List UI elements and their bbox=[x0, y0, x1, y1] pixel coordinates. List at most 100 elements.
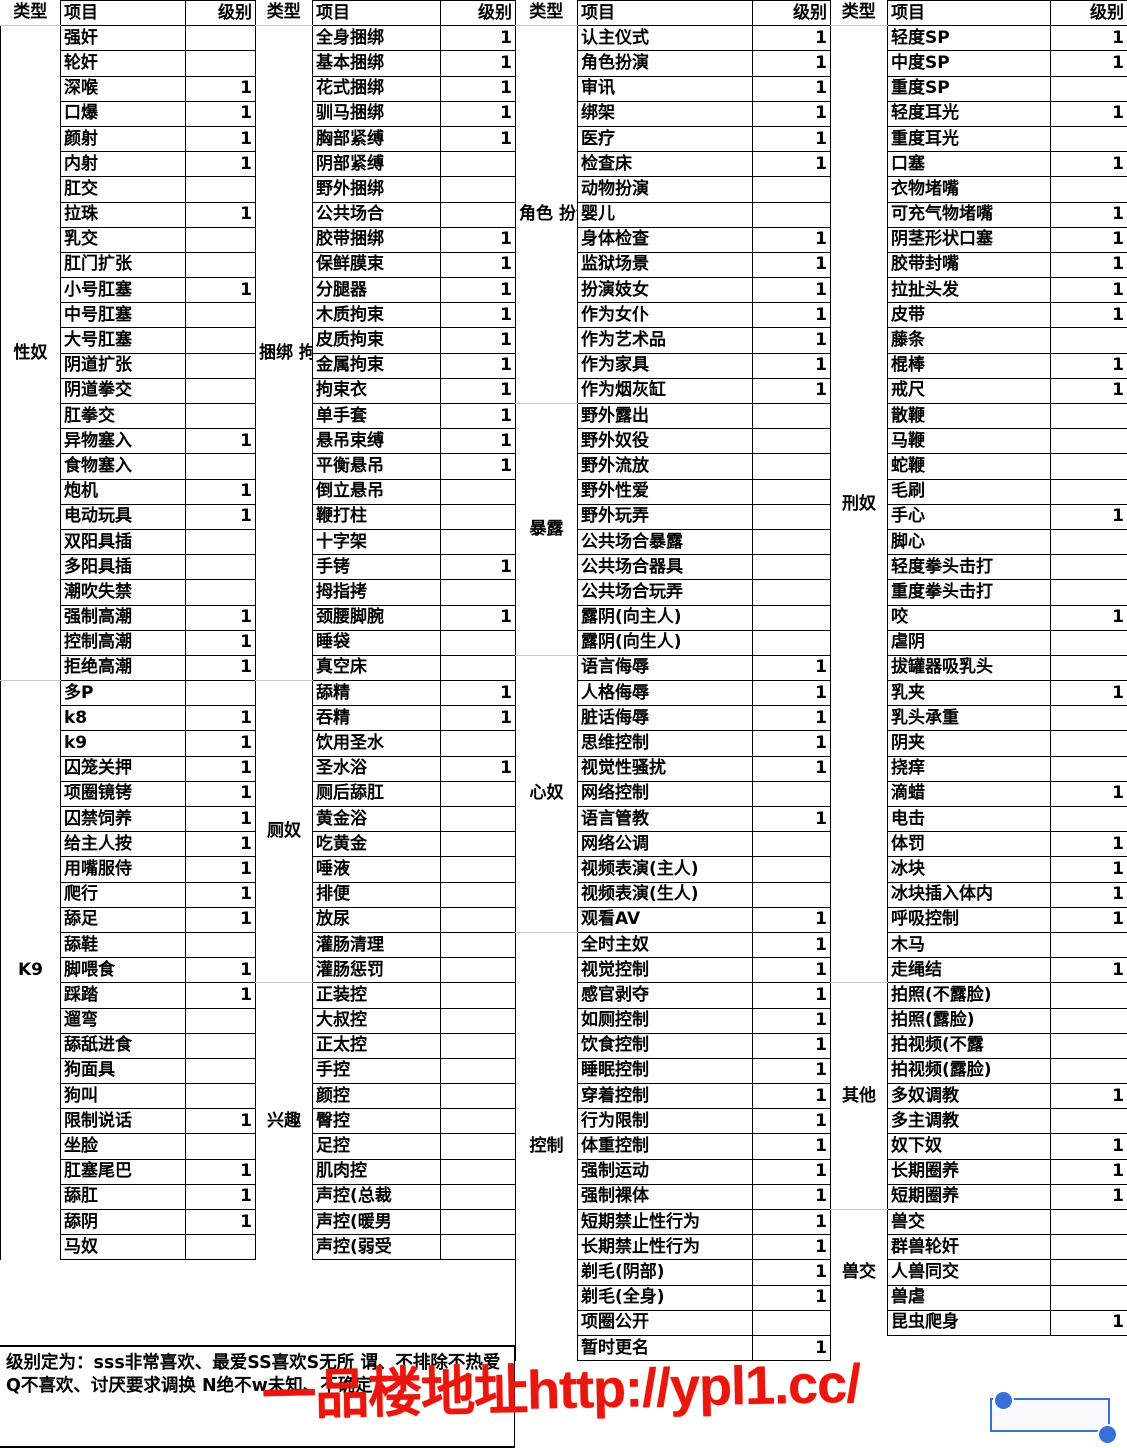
level-cell[interactable]: 1 bbox=[752, 680, 831, 707]
level-cell[interactable]: 1 bbox=[752, 1057, 831, 1085]
table-row[interactable]: 肛门扩张 bbox=[1, 251, 256, 279]
level-cell[interactable]: 1 bbox=[752, 302, 831, 329]
table-row[interactable]: 舔鞋 bbox=[1, 931, 256, 959]
level-cell[interactable] bbox=[752, 503, 831, 530]
table-row[interactable]: 脏话侮辱 1 bbox=[516, 705, 831, 732]
level-cell[interactable]: 1 bbox=[752, 251, 831, 279]
table-row[interactable]: 兽虐 bbox=[831, 1284, 1127, 1311]
level-cell[interactable] bbox=[1050, 755, 1127, 782]
level-cell[interactable]: 1 bbox=[1050, 881, 1127, 908]
table-row[interactable]: 项圈公开 bbox=[516, 1309, 831, 1336]
item-cell[interactable]: 露阴(向生人) bbox=[577, 629, 753, 656]
item-cell[interactable]: k8 bbox=[60, 705, 186, 732]
table-row[interactable]: 狗叫 bbox=[1, 1083, 256, 1110]
level-cell[interactable] bbox=[185, 579, 256, 606]
table-block-1[interactable]: 类型 项目 级别 性奴 强奸 轮奸 深喉 1 口爆 1 颜射 1 内射 1 肛交 拉珠 1 乳交 肛门扩张 小号肛塞 1… bbox=[0, 0, 256, 1261]
level-cell[interactable] bbox=[1050, 1284, 1127, 1311]
item-cell[interactable]: 多阳具插 bbox=[60, 554, 186, 581]
table-row[interactable]: 作为烟灰缸 1 bbox=[516, 377, 831, 405]
level-cell[interactable] bbox=[185, 327, 256, 354]
level-cell[interactable] bbox=[752, 604, 831, 631]
level-cell[interactable] bbox=[185, 226, 256, 253]
selection-handle-left[interactable] bbox=[993, 1390, 1014, 1411]
item-cell[interactable]: 基本捆绑 bbox=[312, 50, 441, 77]
table-row[interactable]: 饮食控制 1 bbox=[516, 1032, 831, 1059]
table-row[interactable]: 长期禁止性行为 1 bbox=[516, 1234, 831, 1261]
table-row[interactable]: 冰块 1 bbox=[831, 856, 1127, 883]
table-row[interactable]: 虐阴 bbox=[831, 629, 1127, 656]
item-cell[interactable]: 轻度耳光 bbox=[887, 100, 1051, 127]
item-cell[interactable]: 舔舐进食 bbox=[60, 1032, 186, 1059]
level-cell[interactable]: 1 bbox=[1050, 1183, 1127, 1211]
table-row[interactable]: 心奴 语言侮辱 1 bbox=[515, 654, 831, 933]
level-cell[interactable] bbox=[752, 428, 831, 455]
level-cell[interactable]: 1 bbox=[1050, 1158, 1127, 1185]
table-row[interactable]: 舔足 1 bbox=[1, 906, 256, 933]
level-cell[interactable]: 1 bbox=[185, 780, 256, 808]
level-cell[interactable]: 1 bbox=[1050, 957, 1127, 984]
table-row[interactable]: 平衡悬吊 1 bbox=[256, 453, 516, 480]
item-cell[interactable]: 散鞭 bbox=[887, 402, 1051, 430]
table-row[interactable]: 公共场合暴露 bbox=[516, 528, 831, 556]
table-row[interactable]: 臀控 bbox=[256, 1108, 516, 1135]
table-row[interactable]: 拉扯头发 1 bbox=[831, 277, 1127, 304]
table-row[interactable]: 正太控 bbox=[256, 1032, 516, 1059]
item-cell[interactable]: 驯马捆绑 bbox=[312, 100, 441, 127]
item-cell[interactable]: 黄金浴 bbox=[312, 805, 441, 833]
level-cell[interactable]: 1 bbox=[1050, 50, 1127, 77]
level-cell[interactable] bbox=[185, 528, 256, 556]
level-cell[interactable]: 1 bbox=[752, 151, 831, 178]
item-cell[interactable]: 声控(弱受 bbox=[312, 1234, 441, 1261]
table-row[interactable]: 拒绝高潮 1 bbox=[1, 654, 256, 682]
item-cell[interactable]: 手控 bbox=[312, 1057, 441, 1085]
table-row[interactable]: 限制说话 1 bbox=[1, 1108, 256, 1135]
item-cell[interactable]: 强奸 bbox=[60, 25, 186, 52]
table-row[interactable]: k8 1 bbox=[1, 705, 256, 732]
table-row[interactable]: 暴露 野外露出 bbox=[515, 402, 831, 656]
table-row[interactable]: 体罚 1 bbox=[831, 831, 1127, 858]
level-cell[interactable] bbox=[1050, 478, 1127, 505]
level-cell[interactable]: 1 bbox=[752, 1158, 831, 1185]
table-block-4[interactable]: 类型 项目 级别 刑奴 轻度SP 1 中度SP 1 重度SP 轻度耳光 1 重度耳光 口塞 1 衣物堵嘴 可充… bbox=[830, 0, 1127, 1336]
item-cell[interactable]: 舔足 bbox=[60, 906, 186, 933]
level-cell[interactable]: 1 bbox=[185, 151, 256, 178]
table-row[interactable]: 脚心 bbox=[831, 528, 1127, 556]
level-cell[interactable] bbox=[185, 1032, 256, 1059]
item-cell[interactable]: 昆虫爬身 bbox=[887, 1309, 1051, 1336]
item-cell[interactable]: 胶带捆绑 bbox=[312, 226, 441, 253]
type-cell[interactable]: 角色 扮演 bbox=[515, 25, 578, 404]
item-cell[interactable]: 舔精 bbox=[312, 680, 441, 707]
item-cell[interactable]: 群兽轮奸 bbox=[887, 1234, 1051, 1261]
level-cell[interactable] bbox=[752, 201, 831, 228]
table-row[interactable]: 戒尺 1 bbox=[831, 377, 1127, 405]
table-row[interactable]: 多奴调教 1 bbox=[831, 1083, 1127, 1110]
level-cell[interactable]: 1 bbox=[752, 1032, 831, 1059]
table-row[interactable]: 检查床 1 bbox=[516, 151, 831, 178]
table-row[interactable]: 真空床 bbox=[256, 654, 516, 682]
item-cell[interactable]: k9 bbox=[60, 730, 186, 757]
level-cell[interactable]: 1 bbox=[752, 906, 831, 933]
table-row[interactable]: 阴道拳交 bbox=[1, 377, 256, 405]
level-cell[interactable]: 1 bbox=[1050, 201, 1127, 228]
table-row[interactable]: 挠痒 bbox=[831, 755, 1127, 782]
level-cell[interactable] bbox=[1050, 1007, 1127, 1034]
level-cell[interactable]: 1 bbox=[185, 755, 256, 782]
level-cell[interactable] bbox=[185, 1083, 256, 1110]
item-cell[interactable]: 限制说话 bbox=[60, 1108, 186, 1135]
type-cell[interactable]: 兴趣 bbox=[255, 982, 313, 1260]
table-row[interactable]: 爬行 1 bbox=[1, 881, 256, 908]
item-cell[interactable]: 人格侮辱 bbox=[577, 680, 753, 707]
table-row[interactable]: 保鲜膜束 1 bbox=[256, 251, 516, 279]
item-cell[interactable]: 木质拘束 bbox=[312, 302, 441, 329]
item-cell[interactable]: 吃黄金 bbox=[312, 831, 441, 858]
item-cell[interactable]: 肛塞尾巴 bbox=[60, 1158, 186, 1185]
item-cell[interactable]: 轮奸 bbox=[60, 50, 186, 77]
level-cell[interactable] bbox=[1050, 1234, 1127, 1261]
level-cell[interactable]: 1 bbox=[185, 629, 256, 656]
item-cell[interactable]: 脚喂食 bbox=[60, 957, 186, 984]
table-row[interactable]: 阴夹 bbox=[831, 730, 1127, 757]
level-cell[interactable] bbox=[1050, 402, 1127, 430]
item-cell[interactable]: 马奴 bbox=[60, 1234, 186, 1261]
table-row[interactable]: 囚禁饲养 1 bbox=[1, 805, 256, 833]
table-row[interactable]: 视觉性骚扰 1 bbox=[516, 755, 831, 782]
